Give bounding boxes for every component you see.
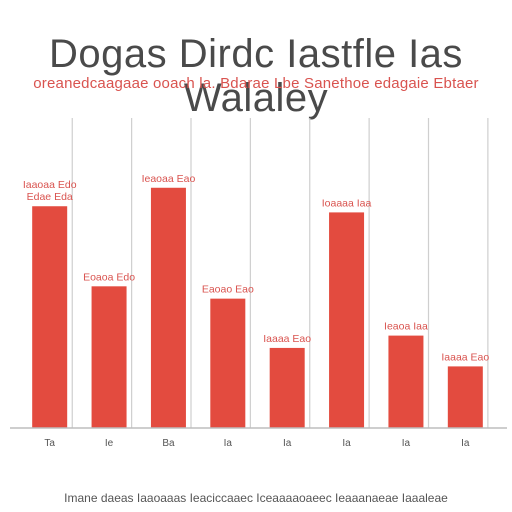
bar (150, 187, 186, 428)
bar-value-label: Iaaaa Eao (441, 351, 489, 363)
x-tick-label: Ia (342, 438, 351, 449)
x-tick-label: Ia (283, 438, 292, 449)
chart-footer: Imane daeas Iaaoaaas Ieaciccaaec Iceaaaa… (64, 491, 448, 505)
chart-title: Dogas Dirdc Iastfle Ias Walaley (49, 32, 463, 120)
bar-value-label: Ieaoaa Eao (142, 173, 196, 185)
bar (329, 212, 365, 428)
x-tick-label: Ba (162, 438, 175, 449)
x-tick-label: Ia (224, 438, 233, 449)
bar (91, 286, 127, 428)
bar-value-label: Eoaoa Edo (83, 271, 135, 283)
bar-value-label: Iaaoaa Edo (23, 179, 77, 191)
x-tick-label: Ie (105, 438, 114, 449)
bar-value-label: Edae Eda (27, 191, 73, 203)
x-tick-label: Ia (402, 438, 411, 449)
bar (447, 366, 483, 428)
bar (210, 298, 246, 428)
x-tick-label: Ta (44, 438, 55, 449)
bar-value-label: Ieaoa Iaa (384, 321, 428, 333)
x-tick-label: Ia (461, 438, 470, 449)
bar-value-label: Eaoao Eao (202, 284, 254, 296)
bar-value-label: Ioaaaa Iaa (322, 197, 372, 209)
chart-subtitle: oreanedcaagaae ooach la. Bdarae Lbe Sane… (33, 75, 479, 92)
bar (388, 335, 424, 428)
bar (269, 347, 305, 428)
bar (32, 206, 68, 428)
bar-value-label: Iaaaa Eao (263, 333, 311, 345)
